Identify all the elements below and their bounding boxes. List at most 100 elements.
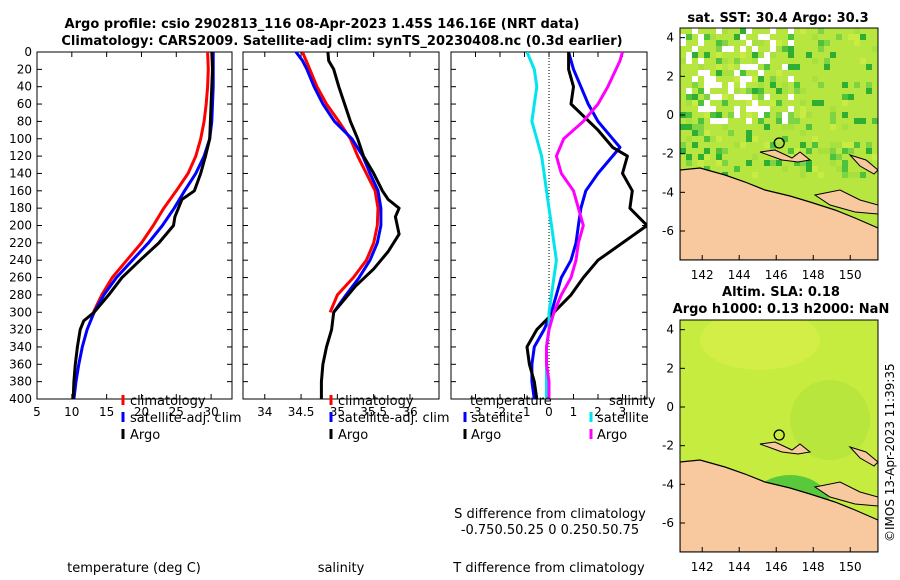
missing-data-cell <box>710 76 716 82</box>
land-manus <box>759 149 812 163</box>
sst-cell <box>746 130 752 136</box>
sst-cell <box>758 52 764 58</box>
salinity-xlabel: salinity <box>318 561 365 576</box>
sst-cell <box>764 160 770 166</box>
sst-cell <box>800 166 806 172</box>
sst-cell <box>770 52 776 58</box>
argo-float-marker <box>773 137 785 149</box>
missing-data-cell <box>710 106 716 112</box>
missing-data-cell <box>752 100 758 106</box>
y-tick-label: 60 <box>17 97 32 111</box>
sst-cell <box>770 142 776 148</box>
map-y-tick-label: -2 <box>662 439 674 453</box>
sst-map-title: sat. SST: 30.4 Argo: 30.3 <box>687 11 868 26</box>
y-tick-label: 320 <box>9 323 32 337</box>
sst-cell <box>728 64 734 70</box>
map-x-tick-label: 148 <box>802 268 825 282</box>
sst-cell <box>830 148 836 154</box>
missing-data-cell <box>734 106 740 112</box>
sst-cell <box>800 160 806 166</box>
missing-data-cell <box>740 64 746 70</box>
sst-cell <box>788 34 794 40</box>
sst-cell <box>680 124 686 130</box>
sst-cell <box>848 148 854 154</box>
missing-data-cell <box>728 46 734 52</box>
sst-cell <box>794 64 800 70</box>
sst-cell <box>854 142 860 148</box>
missing-data-cell <box>788 76 794 82</box>
sst-cell <box>698 88 704 94</box>
missing-data-cell <box>764 58 770 64</box>
sst-cell <box>776 88 782 94</box>
sst-cell <box>722 70 728 76</box>
missing-data-cell <box>716 82 722 88</box>
sst-cell <box>848 94 854 100</box>
sst-cell <box>872 154 878 160</box>
sst-cell <box>758 94 764 100</box>
missing-data-cell <box>770 28 776 34</box>
sst-cell <box>842 142 848 148</box>
series-line-temperature-argo <box>525 52 647 399</box>
sst-cell <box>794 118 800 124</box>
sst-cell <box>722 58 728 64</box>
legend-climatology: climatology <box>130 394 206 409</box>
sst-cell <box>836 154 842 160</box>
sst-cell <box>842 94 848 100</box>
sst-cell <box>800 106 806 112</box>
sst-cell <box>758 40 764 46</box>
sst-cell <box>728 70 734 76</box>
sst-cell <box>692 130 698 136</box>
x-tick-label: 0 <box>545 405 553 419</box>
sst-cell <box>800 130 806 136</box>
sst-cell <box>716 46 722 52</box>
sst-cell <box>746 88 752 94</box>
missing-data-cell <box>716 118 722 124</box>
temperature-axes-box <box>36 51 233 400</box>
sla-map: Altim. SLA: 0.18 Argo h1000: 0.13 h2000:… <box>662 285 889 574</box>
missing-data-cell <box>770 40 776 46</box>
sst-cell <box>704 130 710 136</box>
sst-cell <box>698 154 704 160</box>
y-tick-label: 200 <box>9 219 32 233</box>
sst-cell <box>788 64 794 70</box>
missing-data-cell <box>764 106 770 112</box>
missing-data-cell <box>746 94 752 100</box>
map-y-tick-label: 2 <box>666 69 674 83</box>
sst-cell <box>686 124 692 130</box>
land-new-britain <box>813 481 878 507</box>
x-tick-label: 20 <box>134 405 149 419</box>
sst-cell <box>722 94 728 100</box>
missing-data-cell <box>728 88 734 94</box>
map-x-tick-label: 144 <box>728 560 751 574</box>
sst-cell <box>806 148 812 154</box>
missing-data-cell <box>686 52 692 58</box>
sst-cell <box>806 124 812 130</box>
missing-data-cell <box>698 70 704 76</box>
sst-cell <box>842 160 848 166</box>
temperature-xlabel: temperature (deg C) <box>67 561 201 576</box>
legend-argo: Argo <box>338 428 368 443</box>
temperature-legend: climatology satellite-adj. clim Argo <box>121 394 242 443</box>
sst-cell <box>686 112 692 118</box>
legend-temp-argo: Argo <box>471 428 501 443</box>
sst-cell <box>782 46 788 52</box>
x-tick-label: 1 <box>570 405 578 419</box>
salinity-panel: 34 34.5 35 35.5 36 salinity climatology sate… <box>242 51 450 576</box>
y-tick-label: 280 <box>9 288 32 302</box>
sst-cell <box>692 82 698 88</box>
sst-cell <box>752 154 758 160</box>
sst-cell <box>698 118 704 124</box>
missing-data-cell <box>746 40 752 46</box>
missing-data-cell <box>704 88 710 94</box>
y-tick-label: 220 <box>9 236 32 250</box>
sst-cell <box>818 100 824 106</box>
sst-cell <box>680 148 686 154</box>
sst-cell <box>716 58 722 64</box>
missing-data-cell <box>758 70 764 76</box>
sst-map: sat. SST: 30.4 Argo: 30.3 142 144 146 148 15… <box>662 11 879 282</box>
missing-data-cell <box>752 64 758 70</box>
y-tick-label: 40 <box>17 80 32 94</box>
sst-cell <box>686 154 692 160</box>
sst-cell <box>830 154 836 160</box>
